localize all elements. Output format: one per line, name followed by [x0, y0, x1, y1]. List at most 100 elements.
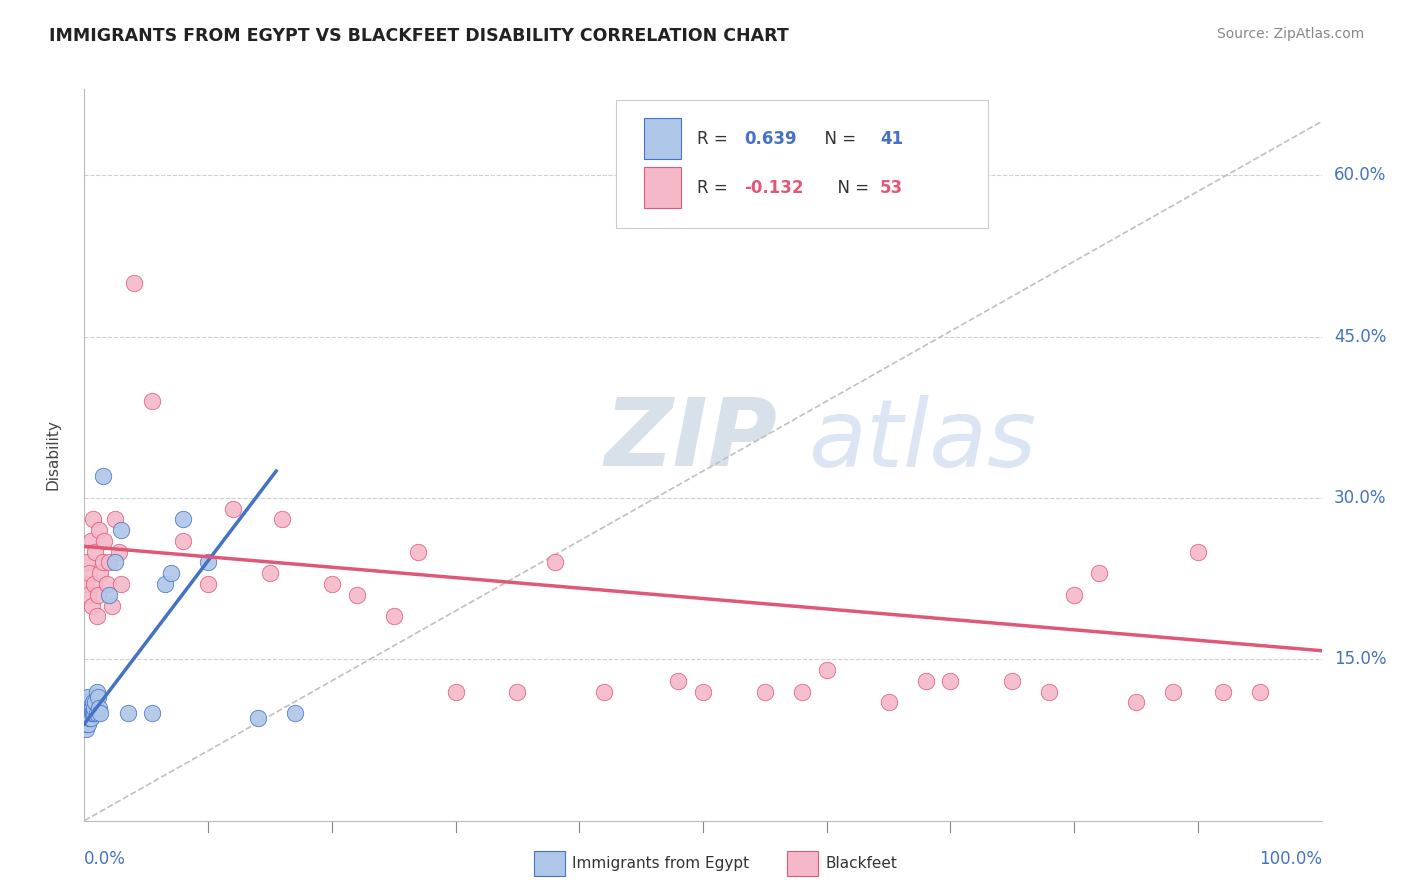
Point [96, 577, 118, 591]
Point [77, 588, 100, 602]
Point [79, 700, 101, 714]
Point [86, 684, 108, 698]
Point [197, 556, 219, 570]
Point [76, 556, 98, 570]
Text: ZIP: ZIP [605, 394, 778, 486]
Point [91, 469, 114, 483]
Text: 0.639: 0.639 [744, 130, 796, 148]
Point [593, 684, 616, 698]
Point [160, 566, 183, 581]
Text: N =: N = [814, 130, 862, 148]
Point [666, 673, 689, 688]
Point [141, 706, 163, 720]
Text: 15.0%: 15.0% [1334, 650, 1386, 668]
Point [1125, 695, 1147, 709]
Point [75, 723, 97, 737]
Point [754, 684, 776, 698]
Point [86, 706, 108, 720]
Point [77, 706, 100, 720]
Point [172, 512, 194, 526]
Text: 30.0%: 30.0% [1334, 489, 1386, 507]
Point [79, 711, 101, 725]
Point [1161, 684, 1184, 698]
Point [108, 545, 131, 559]
Point [141, 394, 163, 409]
Point [91, 556, 114, 570]
Point [87, 588, 110, 602]
Point [82, 512, 104, 526]
Point [79, 711, 101, 725]
Point [1063, 588, 1085, 602]
Point [98, 556, 121, 570]
Point [692, 684, 714, 698]
Text: IMMIGRANTS FROM EGYPT VS BLACKFEET DISABILITY CORRELATION CHART: IMMIGRANTS FROM EGYPT VS BLACKFEET DISAB… [49, 27, 789, 45]
Text: atlas: atlas [808, 395, 1036, 486]
Point [172, 533, 194, 548]
Text: Immigrants from Egypt: Immigrants from Egypt [572, 856, 749, 871]
Point [1212, 684, 1234, 698]
Text: Blackfeet: Blackfeet [825, 856, 897, 871]
Point [87, 690, 110, 704]
Point [80, 599, 103, 613]
Text: R =: R = [697, 179, 733, 197]
Point [76, 695, 98, 709]
Point [104, 512, 127, 526]
Point [321, 577, 343, 591]
Point [117, 706, 139, 720]
Point [271, 512, 294, 526]
Text: 60.0%: 60.0% [1334, 166, 1386, 185]
Point [89, 566, 111, 581]
Point [82, 706, 104, 720]
Point [79, 566, 101, 581]
Point [382, 609, 405, 624]
Point [197, 577, 219, 591]
Point [1249, 684, 1271, 698]
Point [939, 673, 962, 688]
Point [84, 695, 107, 709]
Text: 45.0%: 45.0% [1334, 327, 1386, 345]
Point [444, 684, 467, 698]
Point [76, 706, 98, 720]
Point [153, 577, 176, 591]
Point [104, 556, 127, 570]
Point [82, 695, 104, 709]
Point [89, 700, 111, 714]
Point [110, 523, 132, 537]
Point [122, 276, 145, 290]
Point [79, 706, 101, 720]
Point [84, 545, 107, 559]
Text: Source: ZipAtlas.com: Source: ZipAtlas.com [1216, 27, 1364, 41]
Point [790, 684, 813, 698]
Point [76, 716, 98, 731]
Point [79, 700, 101, 714]
Point [86, 609, 108, 624]
Point [246, 711, 269, 725]
Point [75, 577, 97, 591]
Point [914, 673, 936, 688]
Point [346, 588, 368, 602]
Point [83, 706, 105, 720]
FancyBboxPatch shape [616, 100, 987, 228]
Point [93, 533, 115, 548]
Point [1088, 566, 1111, 581]
Point [75, 711, 97, 725]
Point [98, 588, 121, 602]
Text: R =: R = [697, 130, 733, 148]
Point [75, 700, 97, 714]
Text: 41: 41 [880, 130, 903, 148]
Point [100, 599, 122, 613]
Point [1038, 684, 1060, 698]
Point [83, 577, 105, 591]
Point [815, 663, 838, 677]
Point [77, 690, 100, 704]
Point [408, 545, 430, 559]
Point [543, 556, 565, 570]
Point [506, 684, 529, 698]
Point [877, 695, 900, 709]
Text: N =: N = [827, 179, 875, 197]
Point [1001, 673, 1024, 688]
Point [284, 706, 307, 720]
Point [77, 706, 100, 720]
Point [79, 706, 101, 720]
Point [77, 716, 100, 731]
